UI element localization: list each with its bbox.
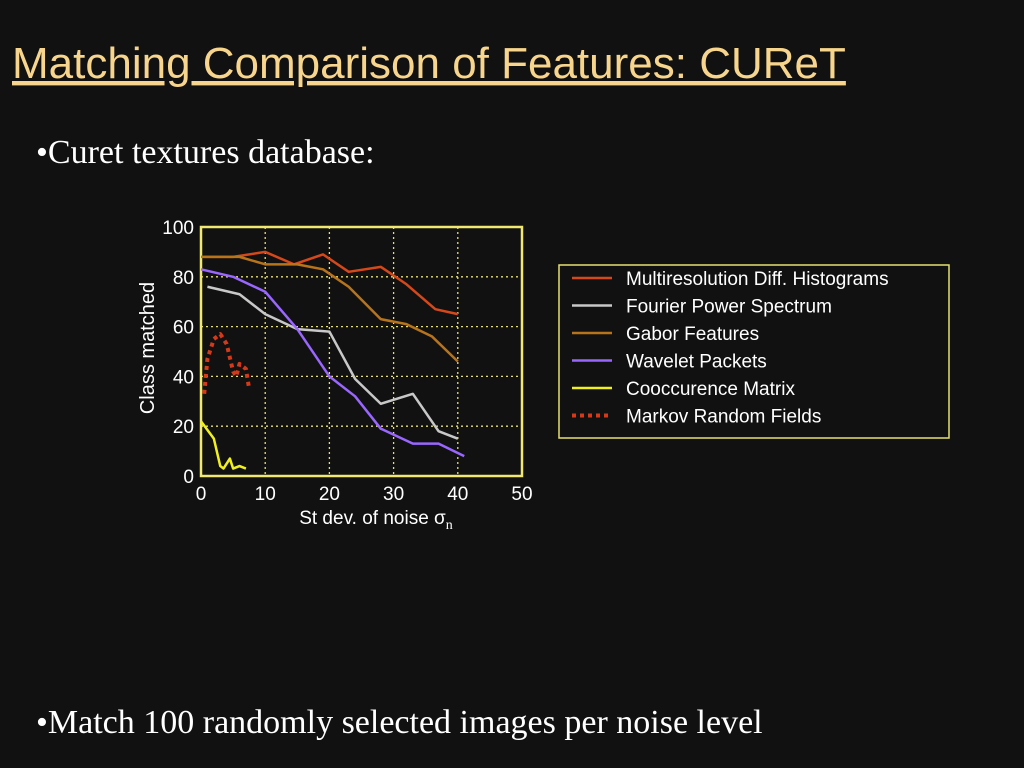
x-tick-label: 10 [255, 484, 276, 505]
slide-title: Matching Comparison of Features: CUReT [12, 39, 846, 88]
series-line [199, 420, 247, 470]
y-tick-label: 40 [173, 367, 194, 388]
plot-frame [199, 225, 524, 478]
chart: 0 20 40 60 80 100 0 10 20 30 40 50 Class matched St d… [137, 218, 950, 533]
legend-label: Wavelet Packets [626, 352, 767, 373]
x-tick-label: 20 [319, 484, 340, 505]
bullet: •Match 100 randomly selected images per … [36, 704, 763, 741]
series-line [207, 285, 459, 440]
x-tick-label: 50 [511, 484, 532, 505]
series-line [201, 255, 459, 363]
x-tick-label: 0 [196, 484, 207, 505]
legend-label: Multiresolution Diff. Histograms [626, 269, 889, 290]
series-line [200, 268, 465, 458]
bullet: •Curet textures database: [36, 134, 375, 171]
x-axis-label: St dev. of noise σn [299, 508, 453, 533]
x-tick-label: 40 [447, 484, 468, 505]
y-tick-label: 20 [173, 417, 194, 438]
y-tick-label: 100 [162, 218, 194, 239]
legend-label: Gabor Features [626, 324, 759, 345]
legend-label: Fourier Power Spectrum [626, 297, 832, 318]
y-tick-label: 60 [173, 318, 194, 339]
legend-label: Markov Random Fields [626, 407, 821, 428]
y-tick-label: 0 [183, 467, 194, 488]
x-tick-label: 30 [383, 484, 404, 505]
legend-label: Cooccurence Matrix [626, 379, 795, 400]
legend-frame [558, 264, 950, 439]
x-axis-label-subscript: n [446, 518, 453, 533]
series-line [202, 332, 252, 395]
x-axis-label-text: St dev. of noise σ [299, 508, 446, 529]
y-axis-label: Class matched [137, 282, 159, 414]
y-tick-label: 80 [173, 268, 194, 289]
series-line [204, 250, 459, 316]
